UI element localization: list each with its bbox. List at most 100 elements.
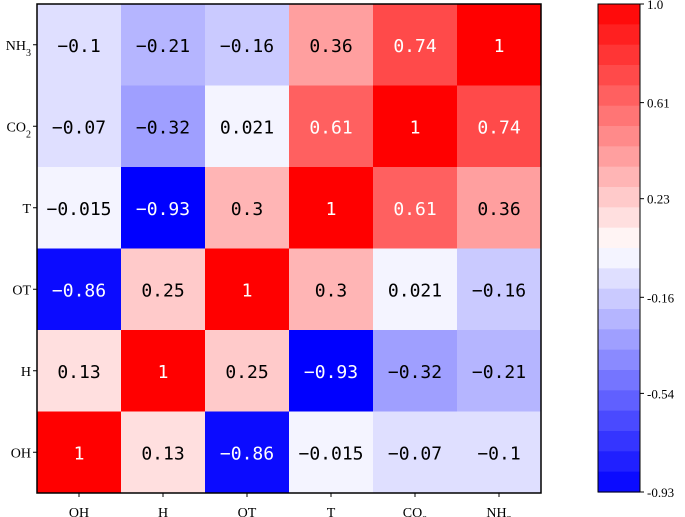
colorbar: 1.0 0.61 0.23 -0.16 -0.54 -0.93 <box>597 0 675 500</box>
cell-value-label-r0-c1: −0.21 <box>136 36 190 57</box>
cell-value-label-r0-c3: 0.36 <box>309 36 352 57</box>
colorbar-segment <box>598 44 640 66</box>
cell-value-label-r2-c2: 0.3 <box>231 199 264 220</box>
colorbar-segment <box>598 370 640 391</box>
cell-value-label-r3-c0: −0.86 <box>52 280 106 301</box>
heatmap-cell-r4-c2 <box>205 330 290 412</box>
colorbar-segment <box>598 65 640 86</box>
heatmap-cell-r0-c1 <box>121 4 206 86</box>
x-tick-label-5: NH3 <box>486 506 511 517</box>
cell-value-label-r3-c2: 1 <box>242 280 253 301</box>
colorbar-segment <box>598 451 640 473</box>
heatmap-cell-r5-c2 <box>205 411 290 494</box>
colorbar-segment <box>598 471 640 493</box>
x-tick-label-3: T <box>327 506 336 517</box>
colorbar-segment <box>598 390 640 412</box>
heatmap-cell-r2-c0 <box>37 167 122 249</box>
cell-value-label-r3-c5: −0.16 <box>472 280 526 301</box>
cell-value-label-r5-c1: 0.13 <box>141 443 184 464</box>
colorbar-segment <box>598 105 640 127</box>
colorbar-segment <box>598 410 640 432</box>
cell-value-label-r4-c0: 0.13 <box>57 362 100 383</box>
colorbar-segment <box>598 349 640 371</box>
cell-value-label-r0-c0: −0.1 <box>57 36 100 57</box>
cell-value-label-r2-c3: 1 <box>326 199 337 220</box>
heatmap-cell-r4-c0 <box>37 330 122 412</box>
colorbar-segment <box>598 268 640 290</box>
x-tick-label-1: H <box>158 506 168 517</box>
cell-value-label-r4-c3: −0.93 <box>304 362 358 383</box>
cell-value-label-r2-c1: −0.93 <box>136 199 190 220</box>
cell-value-label-r0-c2: −0.16 <box>220 36 274 57</box>
colorbar-segment <box>598 227 640 249</box>
y-axis-ticks: NH3 CO2 T OT H OH <box>6 39 37 461</box>
heatmap-cell-r3-c5 <box>457 248 542 331</box>
heatmap-cell-r0-c5 <box>457 4 542 86</box>
cell-value-label-r5-c5: −0.1 <box>477 443 520 464</box>
cell-value-label-r3-c4: 0.021 <box>388 280 442 301</box>
colorbar-segment <box>598 24 640 46</box>
colorbar-segment <box>598 248 640 269</box>
cell-value-label-r5-c0: 1 <box>74 443 85 464</box>
cell-value-label-r5-c4: −0.07 <box>388 443 442 464</box>
heatmap-cell-r4-c4 <box>373 330 458 412</box>
heatmap-cell-r5-c5 <box>457 411 542 494</box>
y-tick-label-4: H <box>21 365 31 380</box>
heatmap-cell-r0-c2 <box>205 4 290 86</box>
cell-value-label-r5-c3: −0.015 <box>298 443 363 464</box>
heatmap-cell-r1-c0 <box>37 85 122 168</box>
cell-value-label-r2-c0: −0.015 <box>46 199 111 220</box>
cell-value-label-r1-c4: 1 <box>410 117 421 138</box>
cell-value-label-r0-c4: 0.74 <box>393 36 436 57</box>
y-tick-label-3: OT <box>12 283 31 298</box>
heatmap-cell-r3-c4 <box>373 248 458 331</box>
y-tick-label-0: NH3 <box>6 39 31 59</box>
heatmap-cell-r4-c5 <box>457 330 542 412</box>
x-tick-label-2: OT <box>238 506 257 517</box>
cell-value-label-r1-c5: 0.74 <box>477 117 520 138</box>
colorbar-segment <box>598 85 640 107</box>
colorbar-tick-label-4: -0.54 <box>647 386 675 401</box>
heatmap-cell-r4-c1 <box>121 330 206 412</box>
y-tick-label-5: OH <box>11 446 31 461</box>
colorbar-segment <box>598 309 640 330</box>
heatmap-cell-r3-c3 <box>289 248 374 331</box>
heatmap-cell-r5-c1 <box>121 411 206 494</box>
colorbar-segment <box>598 166 640 188</box>
colorbar-segment <box>598 329 640 351</box>
heatmap-cell-r3-c1 <box>121 248 206 331</box>
heatmap-cell-r1-c3 <box>289 85 374 168</box>
cell-value-label-r2-c5: 0.36 <box>477 199 520 220</box>
colorbar-tick-label-5: -0.93 <box>647 485 674 500</box>
heatmap-cell-r0-c3 <box>289 4 374 86</box>
heatmap-cell-r3-c0 <box>37 248 122 331</box>
heatmap-cell-r5-c3 <box>289 411 374 494</box>
cell-value-label-r2-c4: 0.61 <box>393 199 436 220</box>
heatmap-cell-r2-c1 <box>121 167 206 249</box>
heatmap-cell-r5-c4 <box>373 411 458 494</box>
colorbar-segment <box>598 288 640 310</box>
heatmap-cell-r2-c4 <box>373 167 458 249</box>
cell-value-label-r1-c2: 0.021 <box>220 117 274 138</box>
cell-value-label-r3-c3: 0.3 <box>315 280 348 301</box>
heatmap-cell-r0-c0 <box>37 4 122 86</box>
heatmap-cell-r1-c1 <box>121 85 206 168</box>
cell-value-label-r1-c1: −0.32 <box>136 117 190 138</box>
cell-value-label-r4-c4: −0.32 <box>388 362 442 383</box>
colorbar-segment <box>598 431 640 452</box>
heatmap-cells <box>37 4 542 494</box>
colorbar-frame <box>597 3 641 493</box>
colorbar-tick-label-1: 0.61 <box>647 96 670 111</box>
colorbar-segment <box>598 146 640 168</box>
heatmap-cell-r2-c5 <box>457 167 542 249</box>
heatmap-cell-r2-c3 <box>289 167 374 249</box>
cell-value-label-r1-c0: −0.07 <box>52 117 106 138</box>
heatmap-frame <box>36 3 542 494</box>
heatmap-cell-r1-c5 <box>457 85 542 168</box>
x-tick-label-0: OH <box>69 506 89 517</box>
x-axis-ticks: OH H OT T CO2 NH3 <box>69 493 512 517</box>
colorbar-segment <box>598 187 640 208</box>
cell-value-label-r0-c5: 1 <box>494 36 505 57</box>
colorbar-segment <box>598 4 640 25</box>
